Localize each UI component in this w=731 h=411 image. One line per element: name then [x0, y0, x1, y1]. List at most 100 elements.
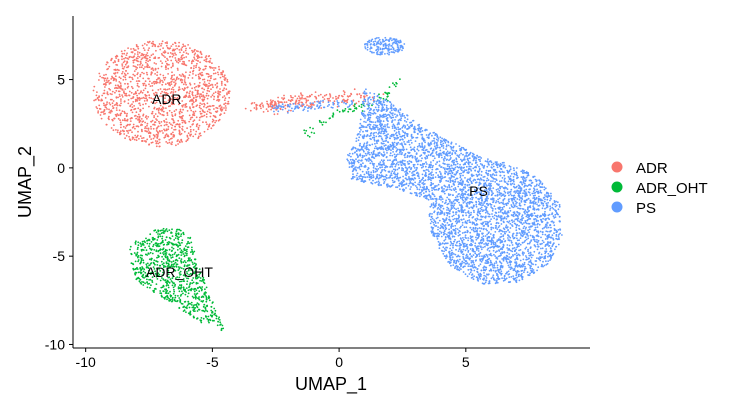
- data-point-adr: [172, 86, 174, 89]
- data-point-adr-oht: [198, 286, 201, 288]
- data-point-ps: [395, 150, 398, 153]
- data-point-ps: [497, 188, 499, 190]
- data-point-adr-oht: [344, 108, 347, 110]
- data-point-adr: [169, 97, 172, 100]
- data-point-adr: [359, 96, 362, 99]
- data-point-adr: [161, 40, 164, 43]
- data-point-ps: [418, 123, 421, 126]
- data-point-adr-oht: [136, 277, 139, 280]
- data-point-ps: [435, 151, 438, 153]
- data-point-adr-oht: [206, 304, 209, 307]
- data-point-adr: [140, 118, 143, 120]
- data-point-adr-oht: [142, 244, 145, 246]
- data-point-adr-oht: [162, 290, 165, 293]
- data-point-adr: [138, 85, 140, 88]
- data-point-adr: [304, 97, 307, 100]
- data-point-adr: [130, 85, 133, 88]
- data-point-ps: [492, 168, 495, 171]
- data-point-adr: [211, 67, 214, 69]
- data-point-adr: [113, 68, 116, 71]
- data-point-ps: [519, 243, 522, 246]
- data-point-adr-oht: [166, 298, 168, 301]
- data-point-adr: [226, 80, 229, 83]
- data-point-adr: [169, 105, 172, 107]
- data-point-adr-oht: [129, 248, 132, 251]
- data-point-adr: [106, 92, 109, 95]
- data-point-adr-oht: [168, 248, 171, 251]
- data-point-adr: [137, 130, 139, 133]
- data-point-adr: [180, 138, 183, 141]
- data-point-adr: [104, 86, 106, 88]
- data-point-adr: [178, 111, 181, 113]
- data-point-ps: [393, 138, 396, 141]
- data-point-adr-oht: [178, 228, 181, 231]
- data-point-ps: [364, 176, 367, 179]
- data-point-ps: [502, 238, 505, 240]
- data-point-adr-oht: [171, 281, 174, 283]
- data-point-ps: [480, 208, 483, 211]
- data-point-adr: [329, 96, 332, 98]
- data-point-ps: [552, 238, 555, 241]
- data-point-adr: [141, 64, 144, 67]
- data-point-ps: [468, 244, 471, 246]
- data-point-adr: [191, 51, 194, 54]
- data-point-adr-oht: [170, 257, 173, 259]
- data-point-adr: [294, 95, 297, 97]
- data-point-adr: [128, 94, 131, 97]
- data-point-ps: [457, 169, 459, 172]
- data-point-ps: [467, 230, 469, 233]
- data-point-ps: [455, 217, 458, 220]
- data-point-adr: [124, 82, 126, 85]
- data-point-ps: [510, 188, 513, 191]
- data-point-adr-oht: [183, 309, 186, 312]
- data-point-ps: [399, 143, 402, 145]
- data-point-adr: [96, 91, 98, 93]
- data-point-adr: [127, 47, 129, 49]
- data-point-ps: [366, 142, 368, 145]
- data-point-adr: [193, 50, 195, 52]
- data-point-adr-oht: [150, 241, 153, 243]
- data-point-adr: [322, 96, 324, 99]
- data-point-ps: [475, 205, 478, 208]
- data-point-ps: [384, 166, 386, 169]
- data-point-adr: [131, 131, 133, 134]
- data-point-adr: [213, 108, 215, 110]
- data-point-ps: [507, 202, 509, 205]
- data-point-adr-oht: [305, 129, 308, 132]
- data-point-adr-oht: [134, 241, 137, 244]
- data-point-ps: [363, 150, 365, 153]
- data-point-adr: [177, 69, 179, 71]
- data-point-ps: [521, 263, 524, 265]
- data-point-adr: [206, 92, 208, 95]
- data-point-ps: [523, 269, 526, 272]
- data-point-adr: [158, 107, 161, 110]
- data-point-adr: [139, 60, 142, 63]
- data-point-adr: [97, 111, 99, 114]
- data-point-adr: [193, 83, 196, 85]
- data-point-adr: [203, 96, 206, 99]
- data-point-ps: [510, 240, 513, 242]
- data-point-adr-oht: [194, 310, 196, 312]
- data-point-adr: [98, 104, 101, 107]
- data-point-adr-oht: [192, 315, 195, 318]
- data-point-adr-oht: [203, 293, 206, 295]
- data-point-ps: [495, 188, 498, 191]
- data-point-adr: [274, 102, 277, 105]
- data-point-adr: [151, 110, 154, 113]
- data-point-adr: [203, 102, 206, 105]
- data-point-adr: [117, 129, 119, 132]
- data-point-adr-oht: [178, 290, 181, 293]
- data-point-adr-oht: [192, 305, 195, 307]
- data-point-adr-oht: [159, 233, 161, 236]
- data-point-adr: [124, 112, 126, 114]
- data-point-ps: [553, 224, 556, 227]
- data-point-adr: [170, 123, 172, 126]
- data-point-adr: [117, 84, 119, 87]
- data-point-ps: [465, 191, 468, 193]
- data-point-adr: [185, 71, 187, 74]
- data-point-ps: [488, 253, 491, 256]
- data-point-ps: [518, 253, 520, 256]
- data-point-ps: [500, 195, 503, 197]
- data-point-ps: [482, 235, 485, 238]
- data-point-ps: [530, 185, 533, 187]
